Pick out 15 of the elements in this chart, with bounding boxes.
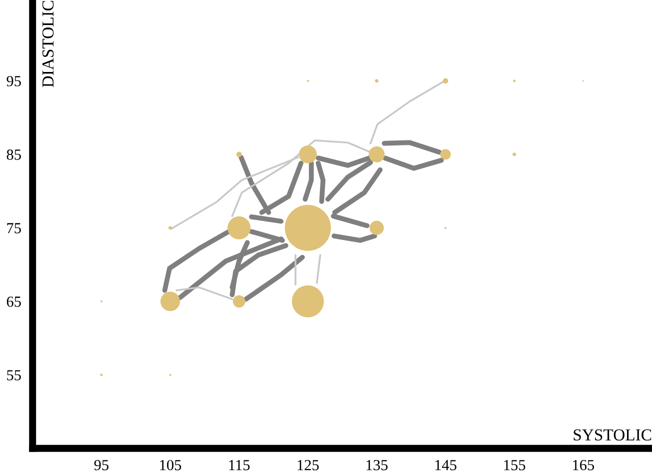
x-axis-title: SYSTOLIC xyxy=(574,429,652,441)
x-tick-label: 145 xyxy=(435,460,456,470)
y-tick-label: 65 xyxy=(6,296,21,307)
x-tick-label: 135 xyxy=(366,460,388,470)
y-axis-title: DIASTOLIC xyxy=(42,0,54,88)
x-tick-label: 125 xyxy=(298,460,319,470)
x-tick-label: 165 xyxy=(573,460,594,470)
y-tick-label: 75 xyxy=(7,223,21,234)
x-tick-label: 155 xyxy=(504,460,526,470)
x-tick-label: 95 xyxy=(94,460,108,470)
y-tick-label: 55 xyxy=(7,370,21,380)
x-tick-label: 105 xyxy=(160,460,182,470)
y-tick-label: 95 xyxy=(6,76,21,86)
x-tick-label: 115 xyxy=(229,460,250,470)
y-tick-label: 85 xyxy=(6,150,21,160)
